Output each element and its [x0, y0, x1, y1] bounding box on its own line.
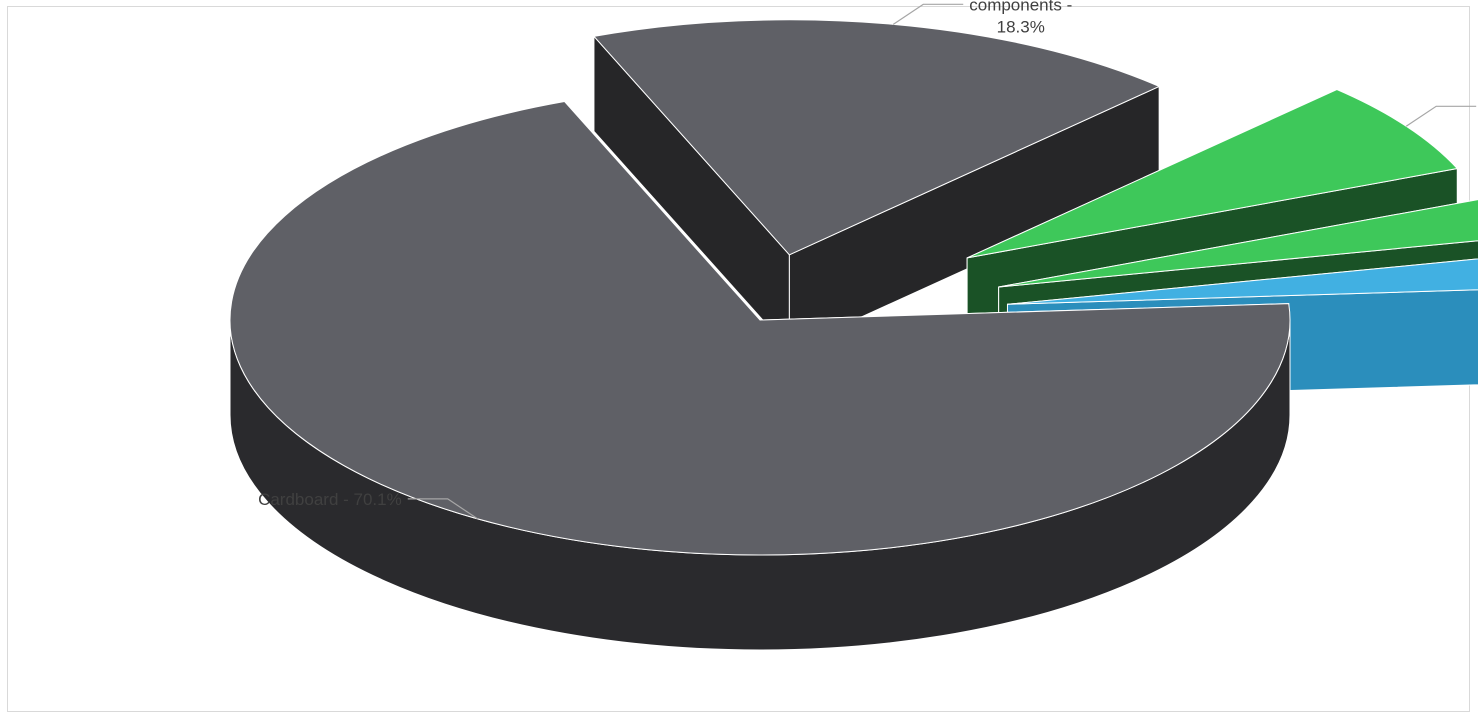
slice-top [229, 101, 1291, 556]
slice-label: Cardboard - 70.1% [258, 490, 402, 509]
pie-slice-electronic-components [592, 19, 1161, 352]
slice-label: Electroniccomponents -18.3% [969, 0, 1072, 36]
leader-line [1405, 105, 1477, 127]
slice-top [998, 199, 1478, 288]
leader-line [892, 3, 964, 25]
slice-top [1007, 258, 1478, 305]
slice-top [592, 19, 1161, 256]
pie-slice-cardboard [229, 100, 1291, 651]
leader-line [407, 498, 479, 520]
